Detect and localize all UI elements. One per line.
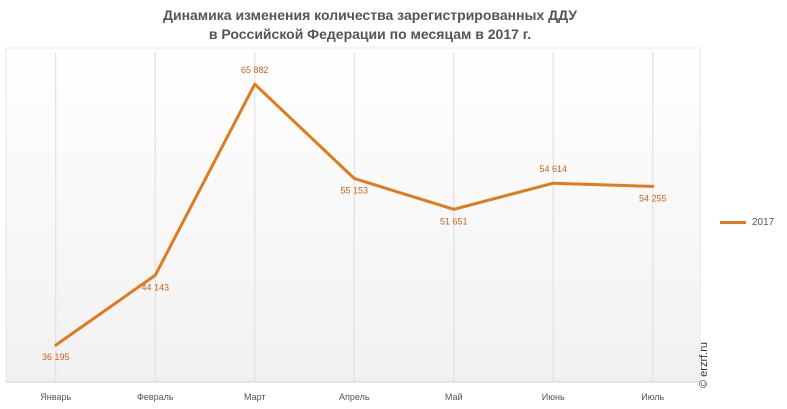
- legend: 2017: [720, 217, 774, 228]
- x-tick-label: Июнь: [542, 392, 565, 402]
- data-label: 36 195: [42, 352, 70, 362]
- x-tick-label: Февраль: [137, 392, 174, 402]
- vertical-gridlines: [55, 52, 654, 382]
- series-line: [54, 82, 655, 347]
- data-label: 44 143: [141, 282, 169, 292]
- plot-background: [5, 47, 701, 383]
- data-label: 51 651: [440, 216, 468, 226]
- data-label: 55 153: [340, 185, 368, 195]
- plot-area: [5, 47, 701, 383]
- data-label: 54 614: [539, 164, 567, 174]
- x-axis-tick-labels: Январь Февраль Март Апрель Май Июнь Июль: [40, 392, 664, 402]
- x-tick-label: Май: [445, 392, 463, 402]
- data-label: 54 255: [639, 193, 667, 203]
- chart-title: Динамика изменения количества зарегистри…: [0, 6, 740, 44]
- series-2017: [54, 82, 655, 347]
- data-label: 65 882: [241, 65, 269, 75]
- legend-swatch: [720, 221, 746, 224]
- x-tick-label: Апрель: [339, 392, 370, 402]
- chart-title-line-1: Динамика изменения количества зарегистри…: [162, 7, 577, 23]
- data-labels: 36 195 44 143 65 882 55 153 51 651 54 614 54 2…: [42, 65, 667, 362]
- chart-title-line-2: в Российской Федерации по месяцам в 2017…: [208, 26, 532, 42]
- x-tick-label: Январь: [40, 392, 71, 402]
- x-tick-label: Март: [244, 392, 266, 402]
- watermark: © erzrf.ru: [698, 342, 710, 388]
- legend-label: 2017: [752, 217, 775, 228]
- x-tick-label: Июль: [641, 392, 664, 402]
